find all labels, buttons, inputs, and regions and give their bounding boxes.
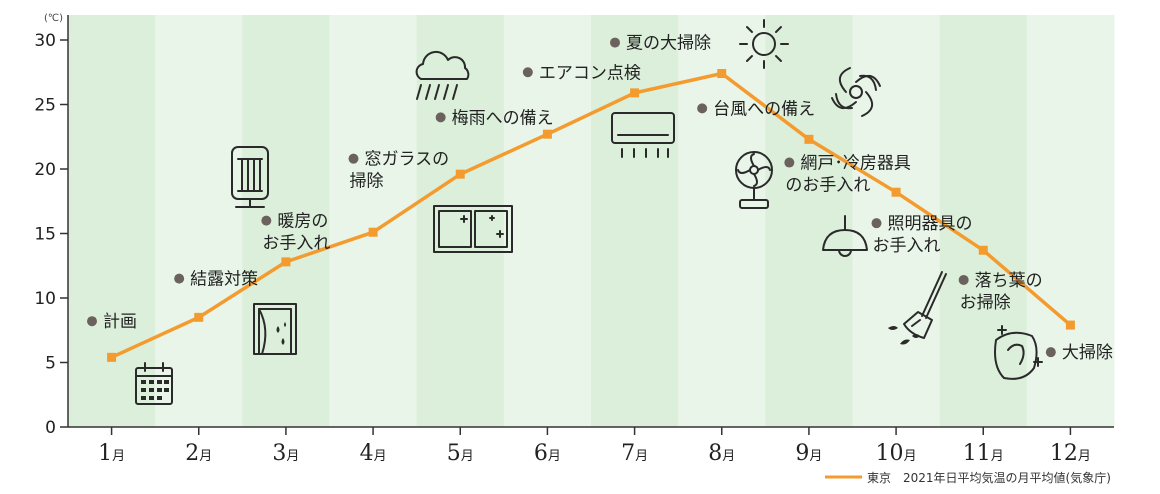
- window-condensation-icon: [253, 303, 297, 355]
- annotation-label: エアコン点検: [539, 63, 641, 83]
- data-point: [717, 69, 727, 79]
- data-point: [368, 227, 378, 237]
- data-point: [804, 134, 814, 144]
- y-tick-label: 10: [34, 289, 56, 309]
- series-line-tokyo: [110, 71, 1072, 359]
- annotation-label: 落ち葉の: [975, 271, 1043, 291]
- x-tick-label: 10月: [876, 441, 917, 466]
- annotation-label: 照明器具の: [888, 214, 973, 234]
- band: [68, 15, 156, 427]
- annotation-dot: [1045, 347, 1056, 358]
- series-points: [107, 69, 1075, 362]
- y-tick-label: 30: [34, 31, 56, 51]
- annotation-dot: [435, 112, 446, 123]
- x-tick-label: 8月: [708, 441, 735, 466]
- data-point: [542, 129, 552, 139]
- band: [329, 15, 418, 427]
- data-point: [107, 352, 117, 362]
- band: [503, 15, 592, 427]
- data-point: [281, 257, 291, 267]
- axes: [67, 15, 1114, 428]
- x-axis-ticks: 1月 2月 3月 4月 5月 6月 7月 8月 9月 10月 11月 12月: [98, 427, 1091, 466]
- data-point: [455, 169, 465, 179]
- band: [852, 15, 941, 427]
- icons: [135, 19, 1043, 405]
- calendar-icon: [135, 362, 173, 405]
- sun-icon: [739, 19, 789, 69]
- annotation-dot: [697, 103, 708, 114]
- annotation-label: 網戸･冷房器具: [800, 154, 911, 174]
- y-tick-label: 25: [34, 96, 56, 116]
- data-point: [978, 245, 988, 255]
- annotation-label: お掃除: [960, 293, 1011, 313]
- annotation-label: 計画: [103, 312, 137, 332]
- y-tick-label: 15: [34, 225, 56, 245]
- data-point: [630, 88, 640, 98]
- background-bands: [68, 15, 1115, 427]
- annotation-dot: [958, 274, 969, 285]
- ceiling-light-icon: [822, 215, 868, 257]
- annotation-label: 台風への備え: [713, 99, 815, 119]
- band: [242, 15, 330, 427]
- annotations: 計画結露対策暖房のお手入れ窓ガラスの掃除梅雨への備えエアコン点検夏の大掃除台風へ…: [87, 34, 1113, 363]
- y-axis-ticks: 0 5 10 15 20 25 30: [34, 31, 68, 438]
- data-point: [194, 312, 204, 322]
- x-tick-label: 11月: [963, 441, 1004, 466]
- band: [1026, 15, 1115, 427]
- fan-icon: [735, 151, 773, 209]
- x-tick-label: 12月: [1050, 441, 1091, 466]
- y-axis-unit: (℃): [44, 13, 63, 24]
- x-tick-label: 5月: [447, 441, 474, 466]
- air-conditioner-icon: [611, 112, 675, 158]
- annotation-label: 暖房の: [277, 212, 328, 232]
- annotation-dot: [522, 67, 533, 78]
- rain-cloud-icon: [415, 50, 470, 100]
- annotation-dot: [610, 37, 620, 48]
- cleaning-cloth-icon: [994, 325, 1043, 380]
- annotation-label: 掃除: [350, 172, 384, 192]
- window-icon: [433, 205, 513, 253]
- band: [765, 15, 853, 427]
- annotation-label: 結露対策: [190, 270, 258, 290]
- annotation-dot: [348, 153, 359, 164]
- broom-icon: [888, 271, 947, 345]
- x-tick-label: 4月: [360, 441, 387, 466]
- heater-icon: [231, 146, 269, 208]
- data-point: [891, 187, 901, 197]
- band: [939, 15, 1028, 427]
- y-tick-label: 20: [34, 160, 56, 180]
- typhoon-icon: [831, 67, 881, 117]
- annotation-dot: [87, 316, 97, 327]
- legend: 東京 2021年日平均気温の月平均値(気象庁): [825, 470, 1111, 485]
- annotation-dot: [261, 215, 272, 226]
- band: [155, 15, 243, 427]
- x-tick-label: 7月: [621, 441, 648, 466]
- x-tick-label: 3月: [272, 441, 299, 466]
- x-tick-label: 1月: [98, 441, 125, 466]
- annotation-label: 大掃除: [1062, 343, 1113, 363]
- x-tick-label: 6月: [534, 441, 561, 466]
- legend-label: 東京 2021年日平均気温の月平均値(気象庁): [867, 470, 1111, 485]
- y-tick-label: 0: [45, 418, 56, 438]
- band: [591, 15, 679, 427]
- annotation-dot: [784, 157, 795, 168]
- data-point: [1065, 320, 1075, 330]
- annotation-label: 梅雨への備え: [452, 108, 554, 128]
- annotation-dot: [174, 273, 185, 284]
- band: [678, 15, 766, 427]
- annotation-label: お手入れ: [262, 234, 330, 254]
- annotation-label: 窓ガラスの: [365, 150, 450, 170]
- annotation-label: のお手入れ: [785, 176, 870, 196]
- annotation-dot: [871, 218, 882, 229]
- annotation-label: お手入れ: [873, 236, 941, 256]
- x-tick-label: 9月: [795, 441, 822, 466]
- band: [416, 15, 505, 427]
- x-tick-label: 2月: [185, 441, 212, 466]
- y-tick-label: 5: [45, 354, 56, 374]
- annotation-label: 夏の大掃除: [626, 34, 711, 54]
